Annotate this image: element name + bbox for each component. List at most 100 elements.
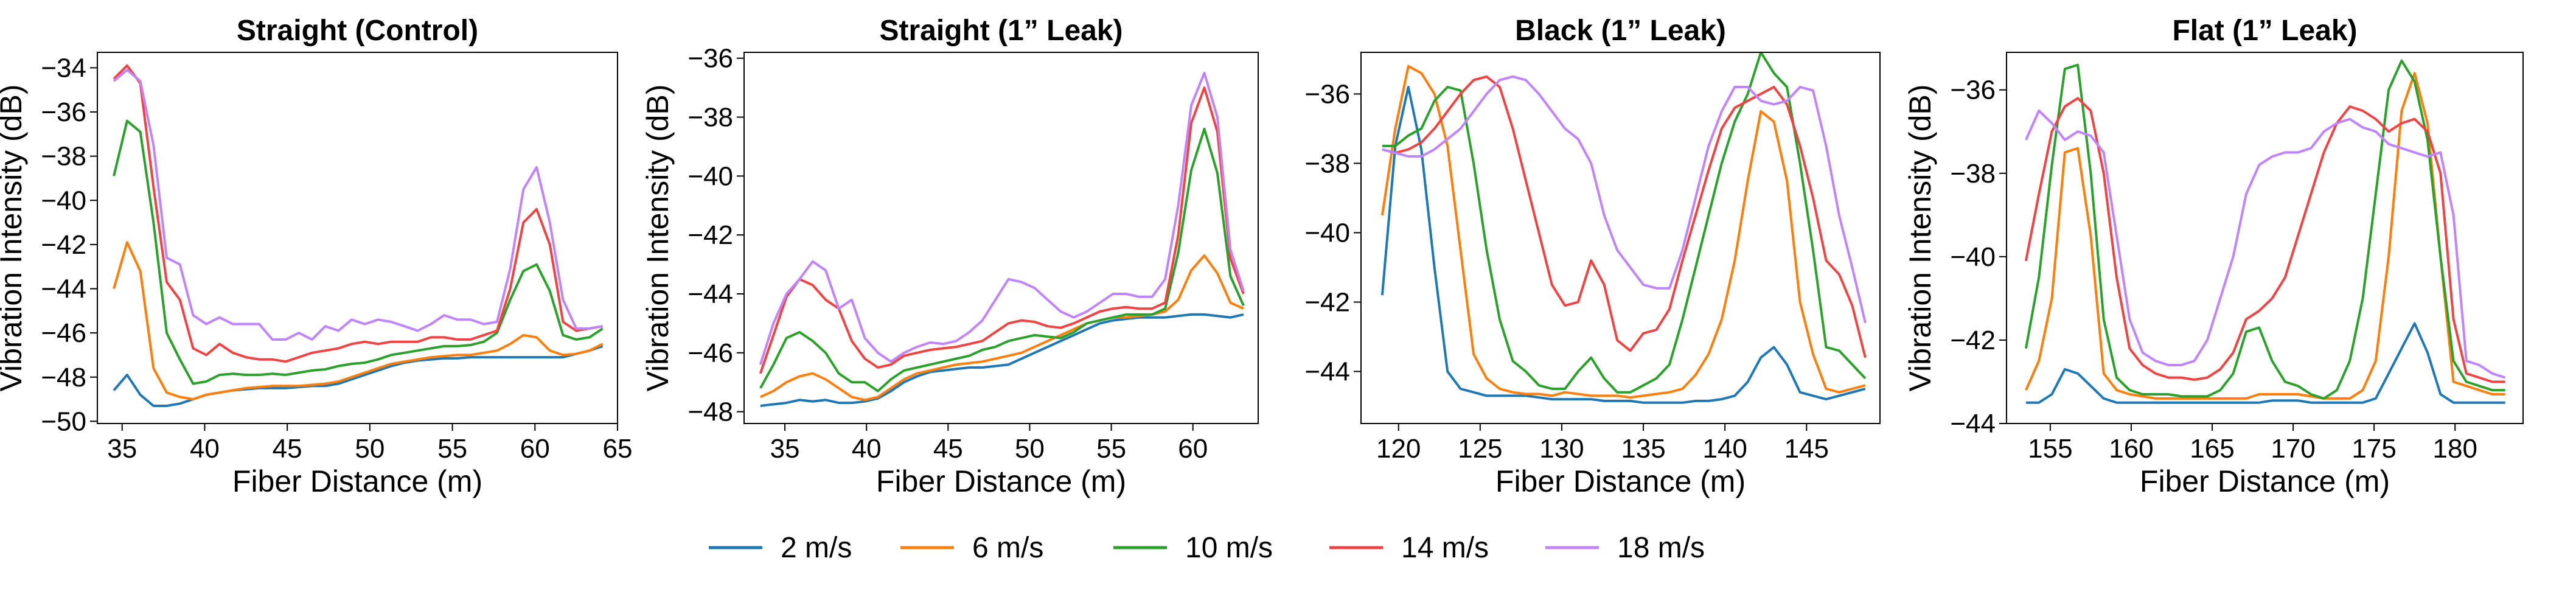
y-tick-label: −48 bbox=[41, 363, 86, 392]
series-group bbox=[113, 64, 604, 407]
y-tick-label: −44 bbox=[1304, 357, 1350, 386]
legend-label: 18 m/s bbox=[1617, 532, 1705, 564]
series-line-2-m-s bbox=[760, 313, 1244, 407]
y-tick-label: −42 bbox=[41, 230, 86, 260]
series-line-14-m-s bbox=[759, 86, 1245, 374]
series-line-10-m-s bbox=[759, 127, 1245, 392]
y-tick-label: −44 bbox=[688, 279, 733, 309]
y-tick-label: −42 bbox=[688, 220, 733, 250]
y-tick-label: −38 bbox=[41, 142, 86, 172]
plot-frame bbox=[1360, 52, 1881, 424]
plot-frame bbox=[2006, 52, 2524, 424]
y-tick-label: −48 bbox=[688, 397, 733, 427]
series-line-2-m-s bbox=[1380, 86, 1866, 404]
y-tick-label: −38 bbox=[1304, 148, 1350, 178]
x-tick-label: 40 bbox=[190, 434, 220, 464]
legend-item: 6 m/s bbox=[900, 532, 1043, 564]
x-tick-label: 120 bbox=[1376, 434, 1421, 464]
y-tick-label: −34 bbox=[41, 53, 86, 83]
series-line-6-m-s bbox=[2025, 72, 2505, 400]
x-tick-label: 50 bbox=[1015, 434, 1045, 464]
x-tick-label: 45 bbox=[933, 434, 963, 464]
x-tick-label: 35 bbox=[107, 434, 137, 464]
series-group bbox=[1380, 52, 1867, 404]
x-tick-label: 175 bbox=[2351, 434, 2396, 464]
x-tick-label: 55 bbox=[1096, 434, 1126, 464]
x-tick-label: 40 bbox=[852, 434, 882, 464]
series-line-18-m-s bbox=[759, 71, 1245, 365]
x-tick-label: 45 bbox=[273, 434, 302, 464]
y-tick-label: −36 bbox=[41, 97, 86, 127]
y-tick-label: −36 bbox=[1304, 79, 1350, 109]
x-tick-label: 145 bbox=[1784, 434, 1829, 464]
y-tick-label: −46 bbox=[41, 318, 86, 348]
series-line-6-m-s bbox=[1380, 64, 1866, 399]
legend-item: 18 m/s bbox=[1545, 532, 1705, 564]
x-tick-label: 155 bbox=[2028, 434, 2072, 464]
panel-title: Straight (Control) bbox=[237, 15, 478, 47]
plot-frame bbox=[743, 52, 1259, 424]
y-tick-label: −44 bbox=[41, 274, 86, 304]
y-tick-label: −38 bbox=[1950, 159, 1996, 189]
y-tick-label: −40 bbox=[1950, 242, 1996, 272]
panel-title: Flat (1” Leak) bbox=[2172, 15, 2357, 47]
x-tick-label: 140 bbox=[1702, 434, 1747, 464]
x-tick-label: 35 bbox=[770, 434, 800, 464]
y-tick-label: −50 bbox=[41, 406, 86, 436]
y-tick-label: −36 bbox=[688, 44, 733, 74]
panel-2: Straight (1” Leak) 35 40 45 50 55 60 −48 −46 −44 −… bbox=[641, 15, 1259, 498]
y-tick-label: −36 bbox=[1950, 75, 1996, 105]
x-tick-label: 160 bbox=[2109, 434, 2153, 464]
legend-item: 10 m/s bbox=[1113, 532, 1273, 564]
panel-1: Straight (Control) 35 40 45 50 55 60 65 −50 −48 −4… bbox=[0, 15, 632, 498]
series-line-10-m-s bbox=[2024, 59, 2505, 400]
x-axis-label: Fiber Distance (m) bbox=[2140, 464, 2390, 498]
series-group bbox=[2024, 59, 2506, 404]
legend-label: 14 m/s bbox=[1401, 532, 1489, 564]
y-tick-label: −38 bbox=[688, 103, 733, 133]
x-tick-label: 135 bbox=[1621, 434, 1665, 464]
series-line-10-m-s bbox=[113, 119, 604, 385]
legend-label: 10 m/s bbox=[1185, 532, 1273, 564]
x-tick-label: 50 bbox=[355, 434, 385, 464]
series-line-18-m-s bbox=[1382, 75, 1867, 324]
panel-title: Black (1” Leak) bbox=[1515, 15, 1726, 47]
y-tick-label: −40 bbox=[688, 161, 733, 191]
legend-label: 6 m/s bbox=[972, 532, 1043, 564]
y-tick-label: −44 bbox=[1950, 409, 1996, 439]
x-axis-label: Fiber Distance (m) bbox=[232, 464, 482, 498]
x-tick-label: 60 bbox=[520, 434, 550, 464]
y-axis-label: Vibration Intensity (dB) bbox=[641, 85, 675, 392]
series-line-6-m-s bbox=[113, 241, 604, 401]
x-tick-label: 60 bbox=[1178, 434, 1208, 464]
series-line-6-m-s bbox=[759, 254, 1244, 402]
x-tick-label: 165 bbox=[2190, 434, 2234, 464]
legend-label: 2 m/s bbox=[781, 532, 852, 564]
x-axis-label: Fiber Distance (m) bbox=[1495, 464, 1746, 498]
x-tick-label: 55 bbox=[437, 434, 467, 464]
plot-frame bbox=[97, 52, 618, 424]
y-tick-label: −42 bbox=[1304, 287, 1350, 317]
x-tick-label: 170 bbox=[2271, 434, 2315, 464]
y-tick-label: −46 bbox=[688, 338, 733, 368]
y-tick-label: −40 bbox=[1304, 218, 1350, 248]
series-line-18-m-s bbox=[2025, 110, 2506, 379]
panel-4: Flat (1” Leak) 155 160 165 170 175 180 −44 −42 −4… bbox=[1903, 15, 2524, 498]
y-tick-label: −42 bbox=[1950, 326, 1996, 355]
x-axis-label: Fiber Distance (m) bbox=[876, 464, 1126, 498]
x-tick-label: 180 bbox=[2433, 434, 2477, 464]
series-line-2-m-s bbox=[2025, 322, 2505, 404]
x-tick-label: 125 bbox=[1458, 434, 1502, 464]
series-line-10-m-s bbox=[1382, 52, 1867, 394]
legend-item: 2 m/s bbox=[709, 532, 852, 564]
series-line-14-m-s bbox=[113, 64, 603, 363]
series-line-18-m-s bbox=[113, 69, 603, 341]
y-axis-label: Vibration Intensity (dB) bbox=[1903, 85, 1937, 392]
series-line-14-m-s bbox=[2024, 97, 2505, 383]
legend: 2 m/s 6 m/s 10 m/s 14 m/s 18 m/s bbox=[709, 532, 1705, 564]
y-tick-label: −40 bbox=[41, 186, 86, 215]
x-tick-label: 65 bbox=[603, 434, 633, 464]
y-axis-label: Vibration Intensity (dB) bbox=[0, 85, 28, 392]
panel-title: Straight (1” Leak) bbox=[879, 15, 1123, 47]
